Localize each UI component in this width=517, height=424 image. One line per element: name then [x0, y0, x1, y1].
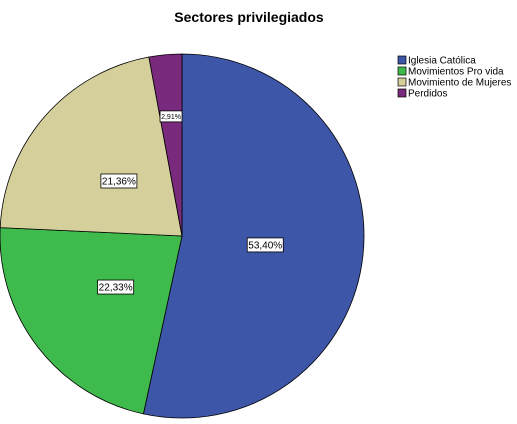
legend-label: Iglesia Católica — [408, 56, 476, 67]
data-label: 21,36% — [100, 173, 138, 189]
legend-item: Iglesia Católica — [397, 55, 476, 67]
data-label-box — [246, 237, 284, 253]
legend-item: Movimiento de Mujeres — [397, 77, 511, 89]
data-label: 22,33% — [97, 279, 135, 295]
pie-slice-movimiento-de-mujeres — [0, 56, 183, 237]
legend-item: Perdidos — [397, 88, 447, 100]
pie-slices — [0, 53, 365, 419]
data-label-text: 2,91% — [161, 114, 181, 121]
pie-slice-iglesia-cat-lica — [142, 53, 365, 419]
data-label-text: 21,36% — [102, 176, 136, 187]
data-label: 53,40% — [246, 237, 284, 253]
legend-swatch — [397, 66, 407, 76]
chart-title: Sectores privilegiados — [174, 9, 324, 25]
legend-label: Movimiento de Mujeres — [408, 78, 511, 89]
pie-slice-movimientos-pro-vida — [0, 227, 183, 415]
legend-swatch — [397, 55, 407, 65]
data-label-box — [159, 110, 183, 123]
legend-label: Perdidos — [408, 89, 447, 100]
data-labels: 53,40% 22,33% 21,36% 2,91% — [97, 110, 284, 295]
data-label-text: 53,40% — [248, 240, 282, 251]
pie-slice-perdidos — [148, 53, 183, 237]
data-label-box — [100, 173, 138, 189]
legend-label: Movimientos Pro vida — [408, 67, 504, 78]
legend-item: Movimientos Pro vida — [397, 66, 504, 78]
data-label-box — [97, 279, 135, 295]
data-label-text: 22,33% — [99, 283, 133, 294]
legend-swatch — [397, 77, 407, 87]
legend-swatch — [397, 88, 407, 98]
data-label: 2,91% — [159, 110, 183, 123]
